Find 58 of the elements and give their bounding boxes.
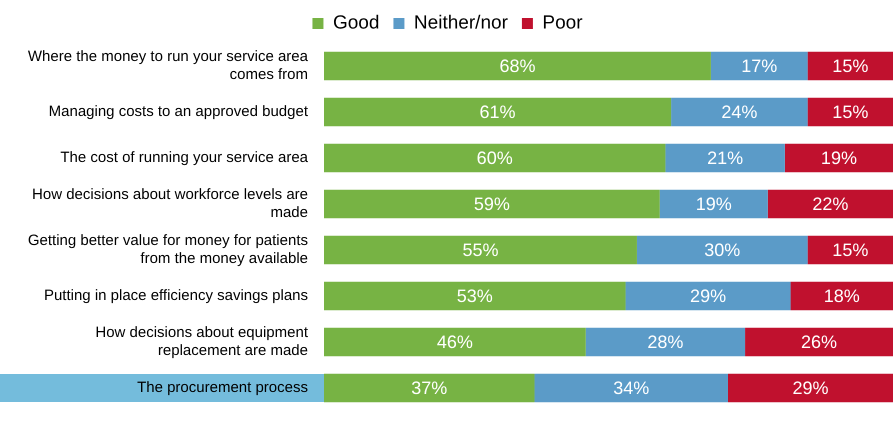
bar (808, 98, 893, 126)
y-tick-label: The cost of running your service area (60, 149, 309, 166)
bar (324, 328, 586, 356)
bar (710, 52, 808, 80)
bar (626, 282, 791, 310)
data-label: 60% (476, 148, 513, 168)
data-label: 61% (480, 102, 516, 122)
data-label: 53% (456, 286, 493, 306)
bar (636, 236, 808, 264)
data-label: 30% (704, 240, 740, 260)
data-label: 55% (462, 240, 498, 260)
bar (784, 144, 893, 172)
data-label: 37% (411, 378, 448, 398)
bar (660, 190, 768, 218)
legend-label: Good (332, 12, 380, 34)
bar (768, 190, 893, 218)
bar (324, 282, 626, 310)
data-label: 15% (832, 240, 868, 260)
data-label: 46% (436, 332, 473, 352)
bar (790, 282, 893, 310)
bar (586, 328, 746, 356)
data-label: 17% (741, 56, 778, 76)
data-label: 59% (474, 194, 510, 214)
y-tick-label: Where the money to run your service area comes from (28, 48, 309, 84)
bar (808, 52, 893, 80)
data-label: 28% (647, 332, 684, 352)
y-tick-label: The procurement process (137, 379, 308, 396)
bar (324, 236, 637, 264)
data-label: 18% (824, 286, 860, 306)
legend-label: Neither/nor (414, 12, 509, 34)
y-tick-label: How decisions about equipment replacement are made (95, 324, 309, 360)
data-label: 22% (812, 194, 848, 214)
data-label: 15% (832, 56, 868, 76)
bar (671, 98, 808, 126)
legend-label: Poor (542, 12, 584, 34)
bar (665, 144, 785, 172)
data-label: 26% (801, 332, 838, 352)
data-label: 15% (832, 102, 868, 122)
bar (324, 144, 666, 172)
data-label: 24% (721, 102, 758, 122)
y-tick-label: Managing costs to an approved budget (48, 103, 309, 120)
y-tick-label: Putting in place efficiency savings plans (44, 287, 308, 304)
data-label: 29% (690, 286, 726, 306)
y-tick-label: How decisions about workforce levels are made (32, 186, 308, 222)
data-label: 19% (820, 148, 857, 168)
data-label: 29% (792, 378, 829, 398)
bar (324, 190, 660, 218)
data-label: 21% (707, 148, 744, 168)
bar (324, 98, 672, 126)
bar (324, 52, 711, 80)
data-label: 68% (499, 56, 536, 76)
data-label: 19% (696, 194, 732, 214)
bar (745, 328, 893, 356)
bar (534, 374, 728, 402)
y-tick-label: Getting better value for money for patients from the money available (28, 232, 308, 268)
bar (728, 374, 893, 402)
data-label: 34% (613, 378, 650, 398)
bar (808, 236, 893, 264)
